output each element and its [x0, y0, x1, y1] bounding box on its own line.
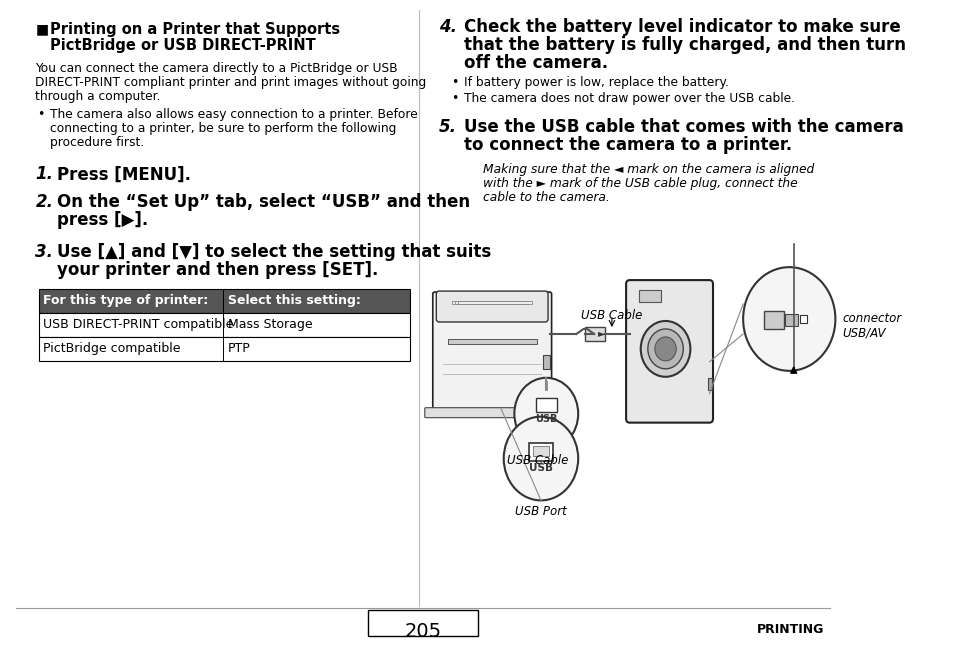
- Circle shape: [640, 321, 690, 377]
- Bar: [533, 446, 548, 455]
- Bar: [528, 443, 553, 461]
- Bar: [39, 337, 409, 361]
- Text: that the battery is fully charged, and then turn: that the battery is fully charged, and t…: [463, 36, 904, 54]
- Text: USB Cable: USB Cable: [580, 309, 642, 322]
- Text: procedure first.: procedure first.: [50, 136, 144, 149]
- Text: 205: 205: [404, 622, 441, 641]
- Text: Press [MENU].: Press [MENU].: [56, 165, 191, 183]
- FancyBboxPatch shape: [436, 291, 547, 322]
- Text: PictBridge or USB DIRECT-PRINT: PictBridge or USB DIRECT-PRINT: [50, 38, 315, 53]
- Text: If battery power is low, replace the battery.: If battery power is low, replace the bat…: [463, 76, 728, 89]
- Text: Printing on a Printer that Supports: Printing on a Printer that Supports: [50, 22, 339, 37]
- Circle shape: [647, 329, 682, 369]
- Text: through a computer.: through a computer.: [35, 90, 161, 103]
- Text: PRINTING: PRINTING: [757, 623, 824, 636]
- Text: USB/AV: USB/AV: [841, 327, 885, 340]
- Text: your printer and then press [SET].: your printer and then press [SET].: [56, 261, 377, 279]
- Text: ■: ■: [35, 22, 49, 36]
- Circle shape: [654, 337, 676, 361]
- Text: •: •: [37, 108, 45, 121]
- Text: USB Cable: USB Cable: [506, 453, 567, 466]
- Bar: [452, 301, 522, 304]
- Text: You can connect the camera directly to a PictBridge or USB: You can connect the camera directly to a…: [35, 62, 397, 75]
- Bar: [457, 301, 532, 304]
- Text: ►: ►: [597, 328, 604, 338]
- Text: 1.: 1.: [35, 165, 53, 183]
- Bar: [535, 398, 557, 412]
- Bar: [368, 610, 477, 636]
- Text: 3.: 3.: [35, 244, 53, 261]
- Bar: [707, 378, 711, 390]
- Text: 4.: 4.: [438, 18, 456, 36]
- Text: Use the USB cable that comes with the camera: Use the USB cable that comes with the ca…: [463, 118, 902, 136]
- Bar: [39, 313, 409, 337]
- Text: Select this setting:: Select this setting:: [228, 294, 360, 307]
- Bar: [763, 311, 783, 329]
- Text: The camera also allows easy connection to a printer. Before: The camera also allows easy connection t…: [50, 108, 417, 121]
- Text: with the ► mark of the USB cable plug, connect the: with the ► mark of the USB cable plug, c…: [483, 178, 797, 191]
- Bar: [784, 314, 798, 326]
- Text: to connect the camera to a printer.: to connect the camera to a printer.: [463, 136, 791, 154]
- Bar: [799, 315, 806, 323]
- Text: On the “Set Up” tab, select “USB” and then: On the “Set Up” tab, select “USB” and th…: [56, 193, 470, 211]
- Text: USB: USB: [528, 463, 553, 472]
- Bar: [585, 327, 604, 341]
- Circle shape: [514, 378, 578, 450]
- Text: For this type of printer:: For this type of printer:: [44, 294, 209, 307]
- Text: •: •: [451, 92, 458, 105]
- Bar: [39, 289, 409, 313]
- Text: PictBridge compatible: PictBridge compatible: [44, 342, 181, 355]
- FancyBboxPatch shape: [433, 292, 551, 411]
- Text: Making sure that the ◄ mark on the camera is aligned: Making sure that the ◄ mark on the camer…: [483, 163, 814, 176]
- Text: USB Port: USB Port: [515, 505, 566, 518]
- Bar: [39, 289, 409, 313]
- Bar: [638, 290, 660, 302]
- FancyBboxPatch shape: [625, 280, 712, 422]
- Circle shape: [503, 417, 578, 501]
- Text: USB: USB: [535, 413, 557, 424]
- Text: PTP: PTP: [228, 342, 251, 355]
- Text: 2.: 2.: [35, 193, 53, 211]
- Text: Mass Storage: Mass Storage: [228, 318, 313, 331]
- Text: connector: connector: [841, 312, 901, 325]
- Text: DIRECT-PRINT compliant printer and print images without going: DIRECT-PRINT compliant printer and print…: [35, 76, 426, 89]
- Text: Check the battery level indicator to make sure: Check the battery level indicator to mak…: [463, 18, 900, 36]
- Bar: [542, 355, 549, 369]
- Bar: [455, 301, 527, 304]
- Text: press [▶].: press [▶].: [56, 211, 148, 229]
- Text: off the camera.: off the camera.: [463, 54, 607, 72]
- Bar: [447, 339, 536, 344]
- FancyBboxPatch shape: [424, 408, 559, 418]
- Text: cable to the camera.: cable to the camera.: [483, 191, 609, 204]
- Text: connecting to a printer, be sure to perform the following: connecting to a printer, be sure to perf…: [50, 121, 395, 134]
- Circle shape: [742, 267, 835, 371]
- Text: 5.: 5.: [438, 118, 456, 136]
- Text: •: •: [451, 76, 458, 89]
- Text: The camera does not draw power over the USB cable.: The camera does not draw power over the …: [463, 92, 794, 105]
- Text: Use [▲] and [▼] to select the setting that suits: Use [▲] and [▼] to select the setting th…: [56, 244, 491, 261]
- Text: USB DIRECT-PRINT compatible: USB DIRECT-PRINT compatible: [44, 318, 233, 331]
